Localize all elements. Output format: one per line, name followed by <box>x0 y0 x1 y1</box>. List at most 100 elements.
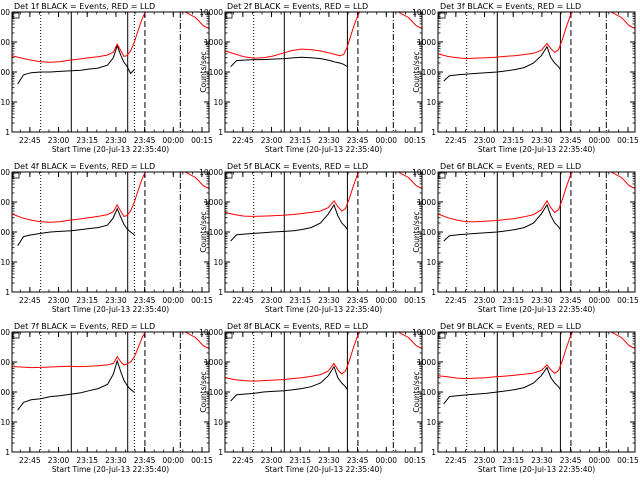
x-tick-label: 23:45 <box>560 136 582 145</box>
y-tick-label: 100 <box>0 228 10 237</box>
series-layer <box>225 172 422 242</box>
y-tick-label: 1 <box>431 128 436 137</box>
panel-title: Det 3f BLACK = Events, RED = LLD <box>440 2 581 11</box>
x-tick-label: 23:15 <box>76 296 98 305</box>
panel-4: Det 4f BLACK = Events, RED = LLD 1 10 100 10… <box>0 162 213 314</box>
black-events-series-line <box>230 56 348 68</box>
red-lld-series-line <box>12 332 209 369</box>
x-axis-title: Start Time (20-Jul-13 22:35:40) <box>478 305 595 314</box>
x-tick-label: 23:30 <box>531 456 553 465</box>
black-events-series-line <box>230 203 348 242</box>
plot-frame <box>224 331 423 453</box>
y-tick-label: 10 <box>213 98 223 107</box>
panel-title: Det 4f BLACK = Events, RED = LLD <box>14 162 155 171</box>
panel-3: Det 3f BLACK = Events, RED = LLD 1 10 100 10… <box>412 2 639 154</box>
x-tick-label: 23:30 <box>531 136 553 145</box>
x-tick-label: 23:45 <box>134 296 156 305</box>
x-tick-label: 00:00 <box>162 136 184 145</box>
black-events-series-line <box>443 45 561 82</box>
x-tick-label: 23:15 <box>502 296 524 305</box>
x-tick-label: 00:15 <box>404 296 426 305</box>
y-tick-label: 10000 <box>0 168 10 177</box>
red-lld-series-line <box>12 172 209 223</box>
y-axis-title: Counts/sec <box>412 51 421 92</box>
plot-frame <box>437 331 636 453</box>
x-tick-label: 22:45 <box>445 296 467 305</box>
y-tick-label: 1000 <box>204 38 223 47</box>
red-lld-series-line <box>438 12 635 60</box>
x-tick-label: 23:00 <box>261 136 283 145</box>
x-tick-label: 00:00 <box>588 296 610 305</box>
x-tick-label: 22:45 <box>445 136 467 145</box>
y-tick-label: 10000 <box>0 328 10 337</box>
panel-title: Det 5f BLACK = Events, RED = LLD <box>227 162 368 171</box>
y-tick-label: 1000 <box>417 38 436 47</box>
red-lld-series-line <box>12 12 209 63</box>
y-tick-label: 10 <box>0 258 10 267</box>
x-tick-label: 23:30 <box>105 296 127 305</box>
x-tick-label: 00:00 <box>375 296 397 305</box>
x-tick-label: 23:30 <box>531 296 553 305</box>
corner-box <box>438 332 446 339</box>
y-tick-label: 10 <box>426 258 436 267</box>
corner-box <box>12 332 20 339</box>
x-tick-label: 00:00 <box>588 456 610 465</box>
series-layer <box>12 172 209 246</box>
x-axis-title: Start Time (20-Jul-13 22:35:40) <box>52 305 169 314</box>
x-tick-label: 23:15 <box>289 136 311 145</box>
x-tick-label: 23:30 <box>318 456 340 465</box>
x-tick-label: 23:00 <box>48 136 70 145</box>
y-tick-label: 1000 <box>0 38 10 47</box>
x-tick-label: 00:00 <box>375 456 397 465</box>
x-axis-title: Start Time (20-Jul-13 22:35:40) <box>265 305 382 314</box>
plot-frame <box>437 171 636 293</box>
y-tick-label: 10 <box>213 258 223 267</box>
black-events-series-line <box>230 365 348 402</box>
y-tick-label: 1000 <box>204 198 223 207</box>
x-axis-title: Start Time (20-Jul-13 22:35:40) <box>265 465 382 474</box>
black-events-series-line <box>17 359 135 411</box>
x-tick-label: 00:15 <box>617 136 639 145</box>
plot-frame <box>224 11 423 133</box>
series-layer <box>438 172 635 242</box>
panel-title: Det 9f BLACK = Events, RED = LLD <box>440 322 581 331</box>
panel-2: Det 2f BLACK = Events, RED = LLD 1 10 100 10… <box>199 2 426 154</box>
y-tick-label: 1000 <box>0 198 10 207</box>
panel-7: Det 7f BLACK = Events, RED = LLD 1 10 100 10… <box>0 322 213 474</box>
y-tick-label: 100 <box>209 68 224 77</box>
panel-6: Det 6f BLACK = Events, RED = LLD 1 10 100 10… <box>412 162 639 314</box>
y-axis-title: Counts/sec <box>199 211 208 252</box>
x-tick-label: 00:15 <box>191 296 213 305</box>
panel-title: Det 2f BLACK = Events, RED = LLD <box>227 2 368 11</box>
y-tick-label: 10000 <box>199 8 223 17</box>
x-tick-label: 22:45 <box>232 136 254 145</box>
x-tick-label: 22:45 <box>19 296 41 305</box>
x-tick-label: 22:45 <box>232 456 254 465</box>
y-tick-label: 10000 <box>412 168 436 177</box>
series-layer <box>438 12 635 82</box>
series-layer <box>225 332 422 402</box>
panel-title: Det 1f BLACK = Events, RED = LLD <box>14 2 155 11</box>
corner-box <box>225 172 233 179</box>
x-tick-label: 23:30 <box>318 136 340 145</box>
y-tick-label: 10 <box>426 98 436 107</box>
x-tick-label: 00:15 <box>191 136 213 145</box>
y-tick-label: 1000 <box>417 358 436 367</box>
y-tick-label: 100 <box>209 388 224 397</box>
series-layer <box>225 12 422 68</box>
x-tick-label: 00:15 <box>617 296 639 305</box>
y-tick-label: 1000 <box>417 198 436 207</box>
x-tick-label: 00:00 <box>162 456 184 465</box>
x-tick-label: 23:30 <box>105 456 127 465</box>
y-tick-label: 1000 <box>204 358 223 367</box>
x-tick-label: 23:15 <box>502 136 524 145</box>
x-tick-label: 23:30 <box>318 296 340 305</box>
y-tick-label: 10000 <box>412 328 436 337</box>
x-axis-title: Start Time (20-Jul-13 22:35:40) <box>478 465 595 474</box>
corner-box <box>438 12 446 19</box>
y-tick-label: 1 <box>5 448 10 457</box>
x-tick-label: 23:00 <box>48 456 70 465</box>
x-tick-label: 23:15 <box>76 136 98 145</box>
red-lld-series-line <box>438 172 635 223</box>
